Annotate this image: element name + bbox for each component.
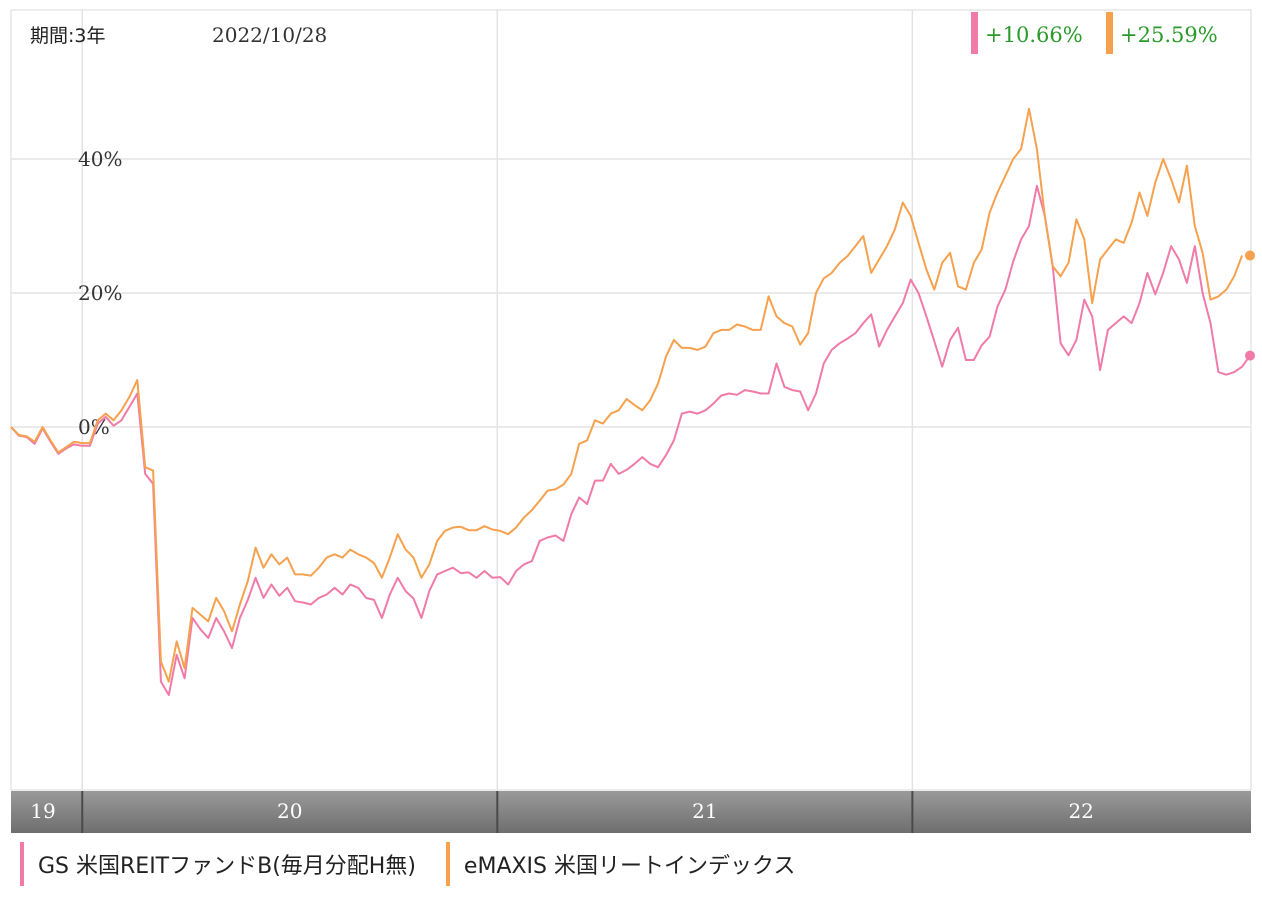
legend-label-gs: GS 米国REITファンドB(毎月分配H無) (38, 854, 416, 879)
legend-swatch-gs (20, 842, 24, 886)
legend-item-emaxis: eMAXIS 米国リートインデックス (445, 842, 796, 886)
y-tick-label: 40% (78, 147, 122, 171)
series-end-point-gs (1245, 350, 1255, 361)
year-label: 20 (277, 799, 302, 823)
return-swatch-gs (971, 12, 978, 54)
series-lines (10, 107, 1255, 696)
return-value-gs: +10.66% (985, 23, 1083, 47)
year-label: 22 (1068, 799, 1093, 823)
year-axis: 19 20 21 22 (11, 791, 1251, 833)
year-axis-bar (11, 791, 1251, 833)
legend-item-gs: GS 米国REITファンドB(毎月分配H無) (20, 842, 416, 886)
return-swatch-emaxis (1106, 12, 1113, 54)
year-label: 19 (30, 799, 55, 823)
legend-swatch-emaxis (445, 842, 450, 886)
legend-label-emaxis: eMAXIS 米国リートインデックス (463, 854, 796, 879)
series-line-emaxis (10, 107, 1244, 683)
grid-lines (11, 10, 1250, 790)
return-badges: +10.66% +25.59% (971, 12, 1218, 54)
chart-header: 期間:3年 2022/10/28 (30, 23, 327, 47)
legend: GS 米国REITファンドB(毎月分配H無) eMAXIS 米国リートインデック… (20, 840, 825, 888)
year-label: 21 (692, 799, 717, 823)
series-end-point-emaxis (1245, 250, 1255, 261)
period-label: 期間:3年 (30, 25, 106, 47)
return-value-emaxis: +25.59% (1120, 23, 1218, 47)
date-label: 2022/10/28 (212, 23, 327, 47)
y-tick-label: 20% (78, 281, 122, 305)
plot-area (10, 9, 1252, 791)
